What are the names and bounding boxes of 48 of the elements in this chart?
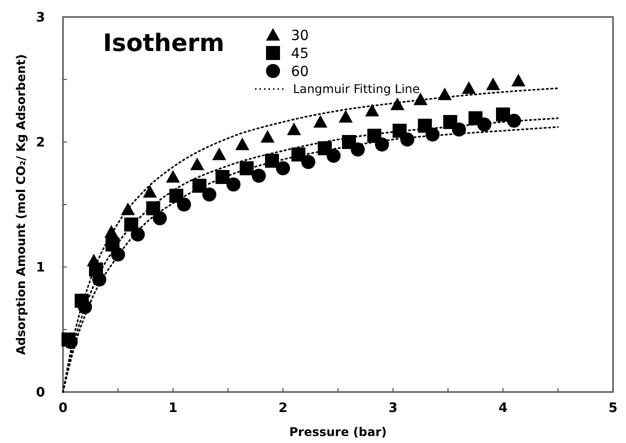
point (226, 178, 240, 192)
point (507, 114, 521, 128)
x-tick-label: 2 (278, 401, 288, 416)
point (462, 81, 476, 94)
x-axis-title: Pressure (bar) (289, 425, 387, 439)
point (496, 108, 510, 122)
point (130, 228, 145, 242)
legend-title: Isotherm (103, 29, 224, 57)
point (276, 161, 290, 176)
point (390, 98, 404, 110)
x-tick-label: 4 (498, 401, 508, 416)
point (287, 122, 301, 136)
point (212, 148, 226, 160)
point (152, 211, 167, 226)
point (252, 168, 266, 183)
point (177, 198, 191, 212)
x-tick-label: 1 (168, 401, 178, 416)
point (260, 130, 275, 143)
point (166, 170, 180, 183)
point (190, 158, 204, 170)
point (202, 188, 216, 202)
point (400, 132, 414, 146)
x-tick-label: 5 (608, 401, 618, 416)
point (414, 92, 428, 106)
point (142, 185, 157, 198)
x-tick-label: 3 (388, 401, 398, 416)
point (326, 148, 341, 163)
legend-label: Langmuir Fitting Line (293, 82, 420, 96)
point (235, 138, 250, 150)
y-tick-label: 0 (36, 386, 45, 401)
point (338, 110, 353, 123)
legend-label: 45 (291, 46, 309, 62)
y-tick-label: 2 (36, 136, 45, 151)
point (365, 104, 380, 116)
y-axis-title: Adsorption Amount (mol CO₂/ Kg Adsorbent) (14, 54, 28, 355)
y-tick-label: 3 (36, 10, 45, 26)
point (486, 78, 500, 90)
point (313, 115, 328, 128)
y-tick-label: 1 (36, 260, 45, 276)
legend-label: 30 (291, 28, 309, 44)
legend-label: 60 (291, 64, 309, 80)
point (375, 138, 389, 152)
point (301, 155, 316, 169)
point (240, 161, 254, 176)
point (477, 118, 492, 132)
point (511, 74, 526, 86)
point (350, 142, 365, 156)
x-tick-label: 0 (58, 401, 68, 416)
